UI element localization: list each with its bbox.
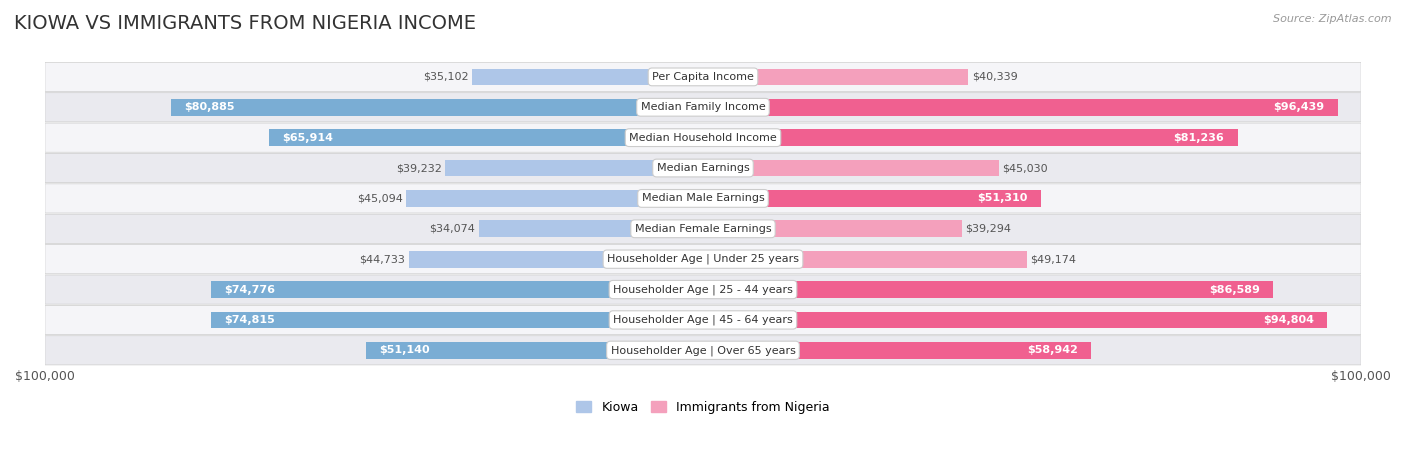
FancyBboxPatch shape: [45, 92, 1361, 122]
Bar: [211, 311, 703, 328]
FancyBboxPatch shape: [45, 184, 1361, 213]
Bar: [703, 190, 1040, 207]
FancyBboxPatch shape: [45, 123, 1361, 152]
Bar: [703, 251, 1026, 268]
Bar: [703, 69, 969, 85]
Bar: [703, 160, 1000, 177]
Bar: [269, 129, 703, 146]
Text: $51,310: $51,310: [977, 193, 1028, 204]
Text: $81,236: $81,236: [1174, 133, 1225, 142]
Text: $40,339: $40,339: [972, 72, 1018, 82]
Bar: [211, 281, 703, 298]
Text: Householder Age | 25 - 44 years: Householder Age | 25 - 44 years: [613, 284, 793, 295]
Bar: [703, 220, 962, 237]
Bar: [406, 190, 703, 207]
Bar: [703, 311, 1327, 328]
FancyBboxPatch shape: [45, 275, 1361, 304]
FancyBboxPatch shape: [45, 214, 1361, 243]
FancyBboxPatch shape: [45, 154, 1361, 183]
Text: $86,589: $86,589: [1209, 284, 1260, 295]
Bar: [479, 220, 703, 237]
Text: $45,094: $45,094: [357, 193, 404, 204]
Text: Per Capita Income: Per Capita Income: [652, 72, 754, 82]
Text: $34,074: $34,074: [430, 224, 475, 234]
FancyBboxPatch shape: [45, 245, 1361, 274]
Text: $65,914: $65,914: [283, 133, 333, 142]
Bar: [444, 160, 703, 177]
Bar: [703, 129, 1237, 146]
Legend: Kiowa, Immigrants from Nigeria: Kiowa, Immigrants from Nigeria: [576, 401, 830, 414]
Text: Median Household Income: Median Household Income: [628, 133, 778, 142]
Bar: [703, 342, 1091, 359]
FancyBboxPatch shape: [45, 305, 1361, 334]
Text: Householder Age | Under 25 years: Householder Age | Under 25 years: [607, 254, 799, 264]
Text: $74,815: $74,815: [224, 315, 274, 325]
Text: Median Family Income: Median Family Income: [641, 102, 765, 112]
Text: $35,102: $35,102: [423, 72, 468, 82]
Bar: [367, 342, 703, 359]
Text: $74,776: $74,776: [224, 284, 276, 295]
Bar: [170, 99, 703, 116]
FancyBboxPatch shape: [45, 62, 1361, 92]
Text: $39,294: $39,294: [965, 224, 1011, 234]
Text: Median Earnings: Median Earnings: [657, 163, 749, 173]
Bar: [409, 251, 703, 268]
Text: $51,140: $51,140: [380, 345, 430, 355]
Text: $44,733: $44,733: [360, 254, 405, 264]
Text: $49,174: $49,174: [1029, 254, 1076, 264]
Text: $58,942: $58,942: [1026, 345, 1078, 355]
Text: Householder Age | 45 - 64 years: Householder Age | 45 - 64 years: [613, 315, 793, 325]
Bar: [703, 281, 1272, 298]
Text: $45,030: $45,030: [1002, 163, 1049, 173]
Text: KIOWA VS IMMIGRANTS FROM NIGERIA INCOME: KIOWA VS IMMIGRANTS FROM NIGERIA INCOME: [14, 14, 477, 33]
Text: Source: ZipAtlas.com: Source: ZipAtlas.com: [1274, 14, 1392, 24]
Text: $96,439: $96,439: [1274, 102, 1324, 112]
Text: $94,804: $94,804: [1263, 315, 1313, 325]
Bar: [703, 99, 1337, 116]
Bar: [472, 69, 703, 85]
Text: Median Male Earnings: Median Male Earnings: [641, 193, 765, 204]
Text: Householder Age | Over 65 years: Householder Age | Over 65 years: [610, 345, 796, 355]
FancyBboxPatch shape: [45, 336, 1361, 365]
Text: $80,885: $80,885: [184, 102, 235, 112]
Text: $39,232: $39,232: [395, 163, 441, 173]
Text: Median Female Earnings: Median Female Earnings: [634, 224, 772, 234]
